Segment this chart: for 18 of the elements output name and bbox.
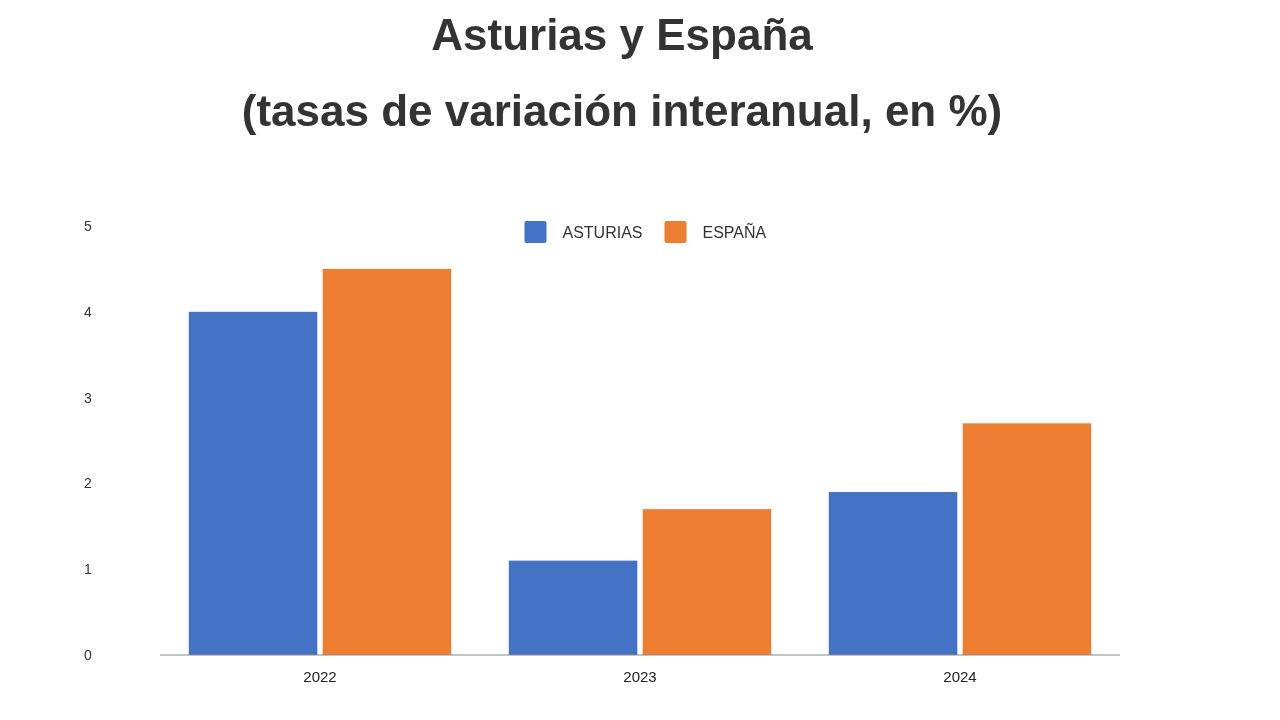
y-tick-label: 0 bbox=[84, 646, 93, 663]
x-tick-label: 2024 bbox=[943, 668, 977, 685]
bar bbox=[188, 311, 318, 655]
y-tick-label: 3 bbox=[84, 389, 93, 406]
bar bbox=[828, 491, 958, 655]
x-tick-label: 2023 bbox=[623, 668, 657, 685]
bar bbox=[322, 268, 452, 655]
legend-label: ESPAÑA bbox=[702, 221, 767, 241]
legend-label: ASTURIAS bbox=[562, 223, 643, 241]
y-tick-label: 5 bbox=[84, 217, 93, 234]
y-tick-label: 2 bbox=[84, 475, 93, 492]
bar bbox=[642, 509, 772, 655]
bar bbox=[508, 560, 638, 655]
chart-title: Asturias y España (tasas de variación interanual, en %) bbox=[241, 10, 1003, 135]
bar bbox=[962, 423, 1092, 655]
y-tick-label: 4 bbox=[84, 303, 93, 320]
x-tick-label: 2022 bbox=[303, 668, 337, 685]
y-tick-label: 1 bbox=[84, 561, 93, 578]
